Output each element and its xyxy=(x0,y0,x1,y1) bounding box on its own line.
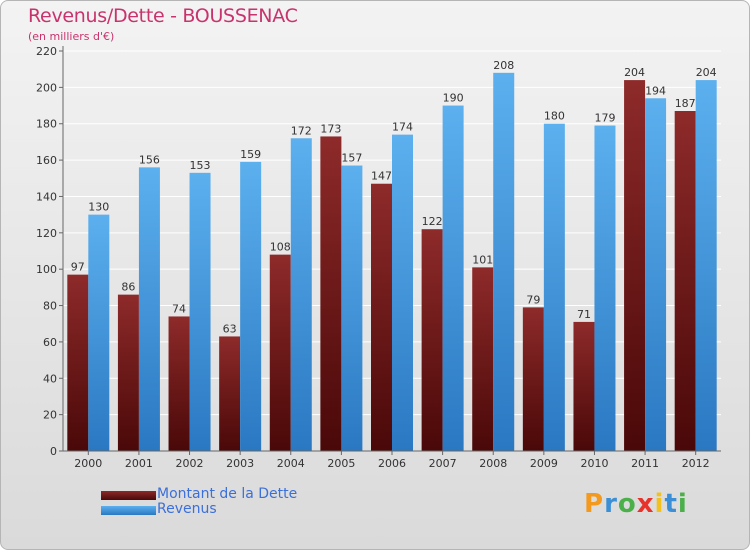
value-label: 187 xyxy=(675,97,696,110)
value-label: 122 xyxy=(422,215,443,228)
bar-revenus-2009 xyxy=(543,123,565,452)
value-label: 180 xyxy=(544,110,565,123)
bar-revenus-2007 xyxy=(442,105,464,451)
legend-swatch-revenus xyxy=(101,506,156,515)
chart-title: Revenus/Dette - BOUSSENAC xyxy=(28,5,298,27)
value-label: 159 xyxy=(240,148,261,161)
value-label: 153 xyxy=(190,159,211,172)
value-label: 173 xyxy=(320,122,341,135)
y-tick-label: 160 xyxy=(36,154,57,167)
bar-dette-2001 xyxy=(117,294,139,451)
y-tick-label: 20 xyxy=(43,409,57,422)
bar-dette-2005 xyxy=(320,136,342,452)
bar-revenus-2001 xyxy=(138,167,160,451)
x-tick-label: 2006 xyxy=(378,457,406,470)
x-tick-label: 2002 xyxy=(176,457,204,470)
logo-letter: P xyxy=(584,489,605,519)
bars xyxy=(67,72,717,452)
value-label: 74 xyxy=(172,302,186,315)
value-label: 156 xyxy=(139,153,160,166)
legend-label-revenus: Revenus xyxy=(157,501,217,517)
bar-dette-2009 xyxy=(522,307,544,451)
y-tick-label: 80 xyxy=(43,300,57,313)
value-label: 71 xyxy=(577,308,591,321)
chart-subtitle: (en milliers d'€) xyxy=(28,30,115,43)
x-tick-label: 2001 xyxy=(125,457,153,470)
logo-letter: i xyxy=(677,489,688,519)
bar-dette-2002 xyxy=(168,316,190,451)
x-tick-label: 2010 xyxy=(580,457,608,470)
value-label: 157 xyxy=(341,152,362,165)
x-tick-label: 2009 xyxy=(530,457,558,470)
bar-dette-2000 xyxy=(67,274,89,451)
value-label: 208 xyxy=(493,59,514,72)
x-tick-label: 2005 xyxy=(327,457,355,470)
y-tick-label: 0 xyxy=(50,445,57,458)
y-tick-label: 140 xyxy=(36,190,57,203)
bar-dette-2011 xyxy=(624,80,646,451)
value-label: 147 xyxy=(371,170,392,183)
legend-label-dette: Montant de la Dette xyxy=(157,486,298,502)
legend-swatch-dette xyxy=(101,491,156,500)
bar-dette-2003 xyxy=(219,336,241,451)
bar-dette-2008 xyxy=(472,267,494,451)
x-tick-label: 2008 xyxy=(479,457,507,470)
y-tick-label: 40 xyxy=(43,372,57,385)
value-label: 86 xyxy=(121,281,135,294)
value-label: 63 xyxy=(223,322,237,335)
bar-revenus-2003 xyxy=(240,161,262,451)
bar-dette-2007 xyxy=(421,229,443,451)
bar-revenus-2000 xyxy=(88,214,110,451)
bar-revenus-2011 xyxy=(645,98,667,451)
x-tick-label: 2000 xyxy=(74,457,102,470)
x-tick-label: 2007 xyxy=(429,457,457,470)
bar-dette-2010 xyxy=(573,321,595,451)
value-label: 174 xyxy=(392,121,413,134)
value-label: 190 xyxy=(443,92,464,105)
bar-revenus-2006 xyxy=(392,134,413,452)
y-tick-label: 120 xyxy=(36,227,57,240)
y-tick-label: 180 xyxy=(36,118,57,131)
proxiti-logo: Proxiti xyxy=(584,489,688,519)
y-tick-label: 60 xyxy=(43,336,57,349)
bar-revenus-2002 xyxy=(189,172,211,451)
value-label: 204 xyxy=(624,66,645,79)
value-label: 97 xyxy=(71,261,85,274)
bar-revenus-2004 xyxy=(290,138,312,452)
value-labels: 97 130 86 156 74 153 63 159 108 172 173 157 147 174 12… xyxy=(71,59,717,336)
bar-revenus-2005 xyxy=(341,165,363,451)
value-label: 194 xyxy=(645,84,666,97)
bar-dette-2006 xyxy=(371,183,392,451)
value-label: 179 xyxy=(594,112,615,125)
logo-letter: t xyxy=(664,489,678,519)
bar-dette-2012 xyxy=(674,111,696,451)
axes: 0 20 40 60 80 100 120 140 160 180 200 220 2000 2001 20… xyxy=(36,45,721,470)
y-tick-label: 200 xyxy=(36,81,57,94)
value-label: 130 xyxy=(88,201,109,214)
y-tick-label: 100 xyxy=(36,263,57,276)
logo-letter: i xyxy=(654,489,665,519)
bar-revenus-2012 xyxy=(695,80,717,451)
bar-revenus-2010 xyxy=(594,125,616,451)
x-tick-label: 2011 xyxy=(631,457,659,470)
value-label: 204 xyxy=(696,66,717,79)
x-tick-label: 2012 xyxy=(682,457,710,470)
x-tick-label: 2004 xyxy=(277,457,305,470)
logo-letter: x xyxy=(636,489,655,519)
value-label: 108 xyxy=(270,241,291,254)
logo-letter: r xyxy=(604,489,618,519)
value-label: 172 xyxy=(291,124,312,137)
bar-dette-2004 xyxy=(269,254,291,451)
value-label: 101 xyxy=(472,253,493,266)
value-label: 79 xyxy=(526,293,540,306)
x-tick-label: 2003 xyxy=(226,457,254,470)
y-tick-label: 220 xyxy=(36,45,57,58)
logo-letter: o xyxy=(617,489,637,519)
bar-revenus-2008 xyxy=(493,72,515,452)
